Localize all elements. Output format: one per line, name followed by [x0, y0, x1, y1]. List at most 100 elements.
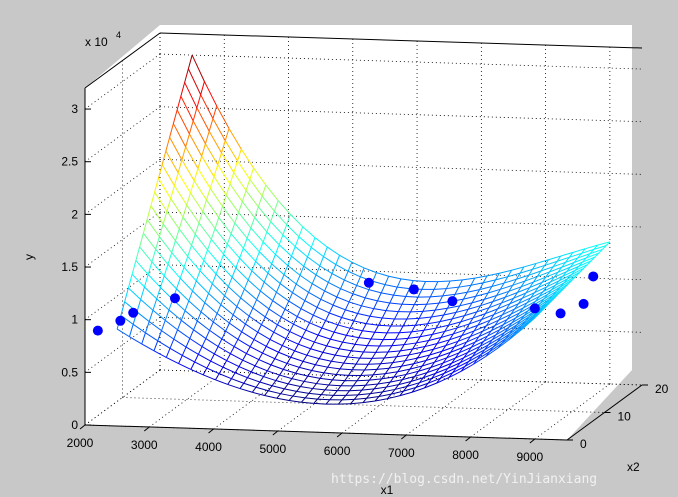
mesh-line-x2 [296, 386, 301, 392]
mesh-line-x1 [406, 370, 419, 375]
mesh-line-x2 [358, 330, 363, 338]
mesh-line-x2 [427, 378, 433, 384]
mesh-line-x2 [485, 319, 491, 327]
mesh-line-x2 [158, 223, 164, 237]
mesh-line-x1 [546, 280, 560, 288]
mesh-line-x1 [165, 150, 179, 174]
mesh-line-x2 [232, 306, 238, 316]
mesh-line-x2 [127, 274, 133, 289]
mesh-line-x1 [132, 323, 146, 334]
mesh-line-x1 [271, 263, 285, 276]
mesh-line-x2 [420, 346, 426, 353]
mesh-line-x2 [192, 280, 197, 292]
mesh-line-x2 [397, 303, 403, 312]
x1-tick-label: 4000 [195, 440, 222, 454]
mesh-line-x2 [467, 347, 472, 353]
mesh-line-x2 [480, 349, 486, 355]
mesh-line-x2 [214, 373, 220, 381]
mesh-line-x2 [343, 356, 348, 364]
mesh-line-x1 [296, 390, 310, 394]
mesh-line-x2 [498, 314, 503, 321]
mesh-line-x1 [442, 293, 455, 297]
mesh-line-x2 [323, 366, 329, 374]
mesh-line-x1 [458, 346, 472, 354]
mesh-line-x1 [520, 281, 534, 288]
mesh-line-x1 [415, 323, 428, 326]
mesh-line-x1 [201, 155, 215, 177]
mesh-line-x1 [259, 251, 273, 265]
mesh-line-x2 [556, 255, 562, 262]
mesh-line-x1 [409, 365, 423, 370]
mesh-line-x1 [563, 275, 577, 284]
mesh-line-x2 [218, 366, 224, 374]
mesh-line-x2 [236, 297, 242, 307]
mesh-line-x2 [357, 389, 363, 396]
mesh-line-x2 [418, 311, 424, 319]
mesh-line-x2 [594, 252, 599, 258]
mesh-line-x2 [450, 346, 455, 353]
mesh-line-x1 [477, 319, 491, 326]
mesh-line-x2 [189, 180, 195, 194]
x2-tick-label: 10 [618, 410, 632, 424]
mesh-line-x1 [191, 54, 205, 82]
mesh-line-x2 [392, 356, 398, 363]
mesh-line-x1 [308, 392, 322, 396]
mesh-line-x2 [572, 275, 577, 281]
mesh-line-x1 [279, 374, 292, 380]
mesh-line-x1 [442, 357, 456, 364]
mesh-line-x2 [486, 330, 492, 337]
mesh-line-x1 [403, 324, 416, 327]
mesh-line-x2 [457, 335, 463, 342]
mesh-line-x1 [435, 307, 448, 311]
mesh-line-x2 [587, 260, 592, 265]
mesh-line-x2 [266, 221, 272, 233]
mesh-line-x1 [129, 336, 142, 345]
mesh-line-x2 [352, 285, 358, 294]
mesh-line-x1 [252, 391, 265, 396]
mesh-line-x2 [343, 271, 349, 281]
mesh-line-x2 [568, 252, 574, 258]
mesh-line-x2 [374, 396, 380, 402]
mesh-line-x2 [307, 370, 313, 377]
gridline-back-y [159, 264, 643, 281]
x1-tick-mark [143, 426, 150, 432]
mesh-line-x2 [161, 320, 166, 331]
mesh-line-x1 [347, 356, 360, 359]
mesh-line-x1 [377, 381, 391, 385]
mesh-line-x2 [255, 381, 261, 388]
mesh-line-x1 [565, 257, 578, 263]
mesh-line-x1 [496, 333, 510, 343]
mesh-line-x2 [226, 233, 232, 245]
mesh-line-x2 [466, 285, 472, 293]
mesh-line-x1 [437, 280, 451, 283]
mesh-line-x1 [273, 331, 287, 340]
mesh-line-x1 [489, 343, 503, 353]
mesh-line-x1 [226, 243, 240, 259]
mesh-line-x2 [259, 281, 265, 292]
mesh-line-x1 [244, 288, 257, 300]
mesh-line-x1 [362, 400, 376, 404]
mesh-line-x1 [501, 297, 514, 304]
mesh-line-x2 [513, 292, 518, 299]
y-tick-label: 0.5 [61, 365, 78, 379]
mesh-line-x1 [512, 320, 526, 330]
tick-labels: 2000 3000 4000 5000 6000 7000 8000 9000 0 10 20 0 0.… [61, 102, 668, 464]
mesh-line-x2 [459, 298, 464, 307]
mesh-line-x1 [182, 354, 195, 363]
mesh-line-x2 [337, 399, 343, 405]
mesh-line-x1 [213, 176, 227, 196]
mesh-line-x2 [277, 316, 282, 325]
mesh-line-x2 [262, 231, 268, 243]
mesh-line-x1 [511, 266, 524, 271]
mesh-line-x2 [265, 339, 271, 347]
mesh-line-x2 [227, 277, 233, 287]
plot-area [85, 25, 632, 440]
mesh-line-x2 [385, 381, 391, 388]
mesh-line-x2 [427, 316, 432, 324]
mesh-line-x1 [437, 339, 450, 344]
mesh-line-x2 [387, 393, 392, 400]
mesh-line-x2 [481, 313, 486, 320]
mesh-line-x1 [362, 330, 375, 333]
mesh-line-x1 [390, 379, 403, 383]
mesh-line-x2 [484, 307, 490, 314]
